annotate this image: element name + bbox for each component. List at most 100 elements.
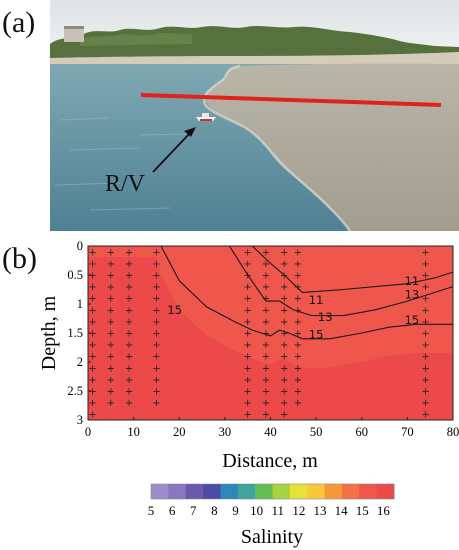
sample-point: + — [152, 375, 160, 386]
sample-point: + — [88, 271, 96, 282]
sample-point: + — [88, 340, 96, 351]
sample-point: + — [107, 317, 115, 328]
sample-point: + — [125, 363, 133, 374]
sample-point: + — [421, 282, 429, 293]
colorbar-frame — [150, 483, 395, 500]
colorbar-label: Salinity — [241, 526, 303, 548]
colorbar-swatch — [324, 484, 343, 499]
sample-point: + — [107, 398, 115, 409]
colorbar-swatch — [185, 484, 204, 499]
y-axis-title: Depth, m — [38, 295, 60, 370]
sample-point: + — [421, 387, 429, 398]
colorbar-tick-label: 5 — [148, 503, 155, 518]
colorbar-swatch — [237, 484, 256, 499]
sample-point: + — [243, 375, 251, 386]
sample-point: + — [262, 259, 270, 270]
aerial-photo: R/V — [50, 0, 459, 231]
sample-point: + — [125, 271, 133, 282]
sample-point: + — [243, 410, 251, 421]
sample-point: + — [280, 282, 288, 293]
sample-point: + — [88, 294, 96, 305]
sample-point: + — [152, 398, 160, 409]
sample-point: + — [107, 352, 115, 363]
sample-point: + — [125, 247, 133, 258]
sample-point: + — [280, 410, 288, 421]
sample-point: + — [421, 305, 429, 316]
sample-point: + — [262, 410, 270, 421]
colorbar-swatch — [168, 484, 187, 499]
y-tick-label: 3 — [77, 413, 83, 427]
sample-point: + — [107, 363, 115, 374]
x-tick-label: 60 — [356, 425, 369, 439]
sample-point: + — [280, 317, 288, 328]
colorbar-tick-label: 14 — [335, 503, 349, 518]
sample-point: + — [125, 317, 133, 328]
colorbar-swatch — [359, 484, 378, 499]
y-tick-label: 2 — [77, 355, 83, 369]
sample-point: + — [262, 247, 270, 258]
sample-point: + — [152, 271, 160, 282]
sample-point: + — [152, 317, 160, 328]
sample-point: + — [280, 375, 288, 386]
x-tick-label: 70 — [401, 425, 414, 439]
sample-point: + — [262, 305, 270, 316]
sample-point: + — [243, 294, 251, 305]
sample-point: + — [125, 387, 133, 398]
sample-point: + — [262, 375, 270, 386]
contour-line — [251, 246, 453, 293]
vessel-arrow-head — [184, 127, 196, 137]
x-tick-label: 40 — [264, 425, 277, 439]
salinity-band — [88, 246, 453, 368]
panel-a-label: (a) — [2, 6, 36, 39]
sample-point: + — [262, 398, 270, 409]
sample-point: + — [107, 294, 115, 305]
y-tick-label: 2.5 — [67, 384, 83, 398]
front-foam — [202, 64, 352, 231]
sample-point: + — [107, 305, 115, 316]
colorbar-swatch — [220, 484, 239, 499]
colorbar-swatch — [289, 484, 308, 499]
contour-label: 15 — [309, 328, 324, 342]
sample-point: + — [421, 363, 429, 374]
sample-point: + — [125, 305, 133, 316]
sample-point: + — [421, 375, 429, 386]
colorbar-tick-label: 11 — [272, 503, 285, 518]
sample-point: + — [280, 398, 288, 409]
x-axis-ticks: 0 10 20 30 40 50 60 70 80 — [85, 417, 459, 439]
sample-point: + — [243, 271, 251, 282]
sample-point: + — [152, 340, 160, 351]
sample-point: + — [280, 387, 288, 398]
colorbar-tick-label: 10 — [250, 503, 263, 518]
sample-point: + — [125, 259, 133, 270]
research-vessel — [196, 113, 216, 121]
sample-point: + — [280, 340, 288, 351]
contour-label: 15 — [405, 313, 420, 327]
contour-label: 11 — [309, 293, 324, 307]
sample-point: + — [294, 305, 302, 316]
sample-point: + — [125, 329, 133, 340]
sample-points: + + + + + + + + + + + + + + + + + + + + + + + + + + + + + + + + + + + + + + + +… — [88, 247, 429, 420]
sample-point: + — [88, 259, 96, 270]
sample-point: + — [280, 363, 288, 374]
sample-point: + — [107, 247, 115, 258]
colorbar-tick-label: 15 — [356, 503, 369, 518]
sample-point: + — [243, 329, 251, 340]
colorbar-tick-label: 8 — [211, 503, 218, 518]
colorbar-swatch — [203, 484, 221, 499]
x-tick-label: 10 — [127, 425, 140, 439]
sample-point: + — [107, 340, 115, 351]
sample-point: + — [262, 352, 270, 363]
sample-point: + — [125, 398, 133, 409]
colorbar-tick-label: 13 — [314, 503, 327, 518]
y-tick-label: 1 — [77, 297, 83, 311]
vessel-annotation: R/V — [105, 171, 146, 197]
sample-point: + — [262, 329, 270, 340]
colorbar-swatch — [151, 484, 169, 499]
sample-point: + — [152, 294, 160, 305]
sample-point: + — [280, 294, 288, 305]
sample-point: + — [262, 271, 270, 282]
contour-label: 15 — [167, 303, 182, 317]
colorbar-swatch — [307, 484, 326, 499]
y-tick-label: 0.5 — [67, 268, 83, 282]
y-tick-label: 1.5 — [67, 326, 83, 340]
